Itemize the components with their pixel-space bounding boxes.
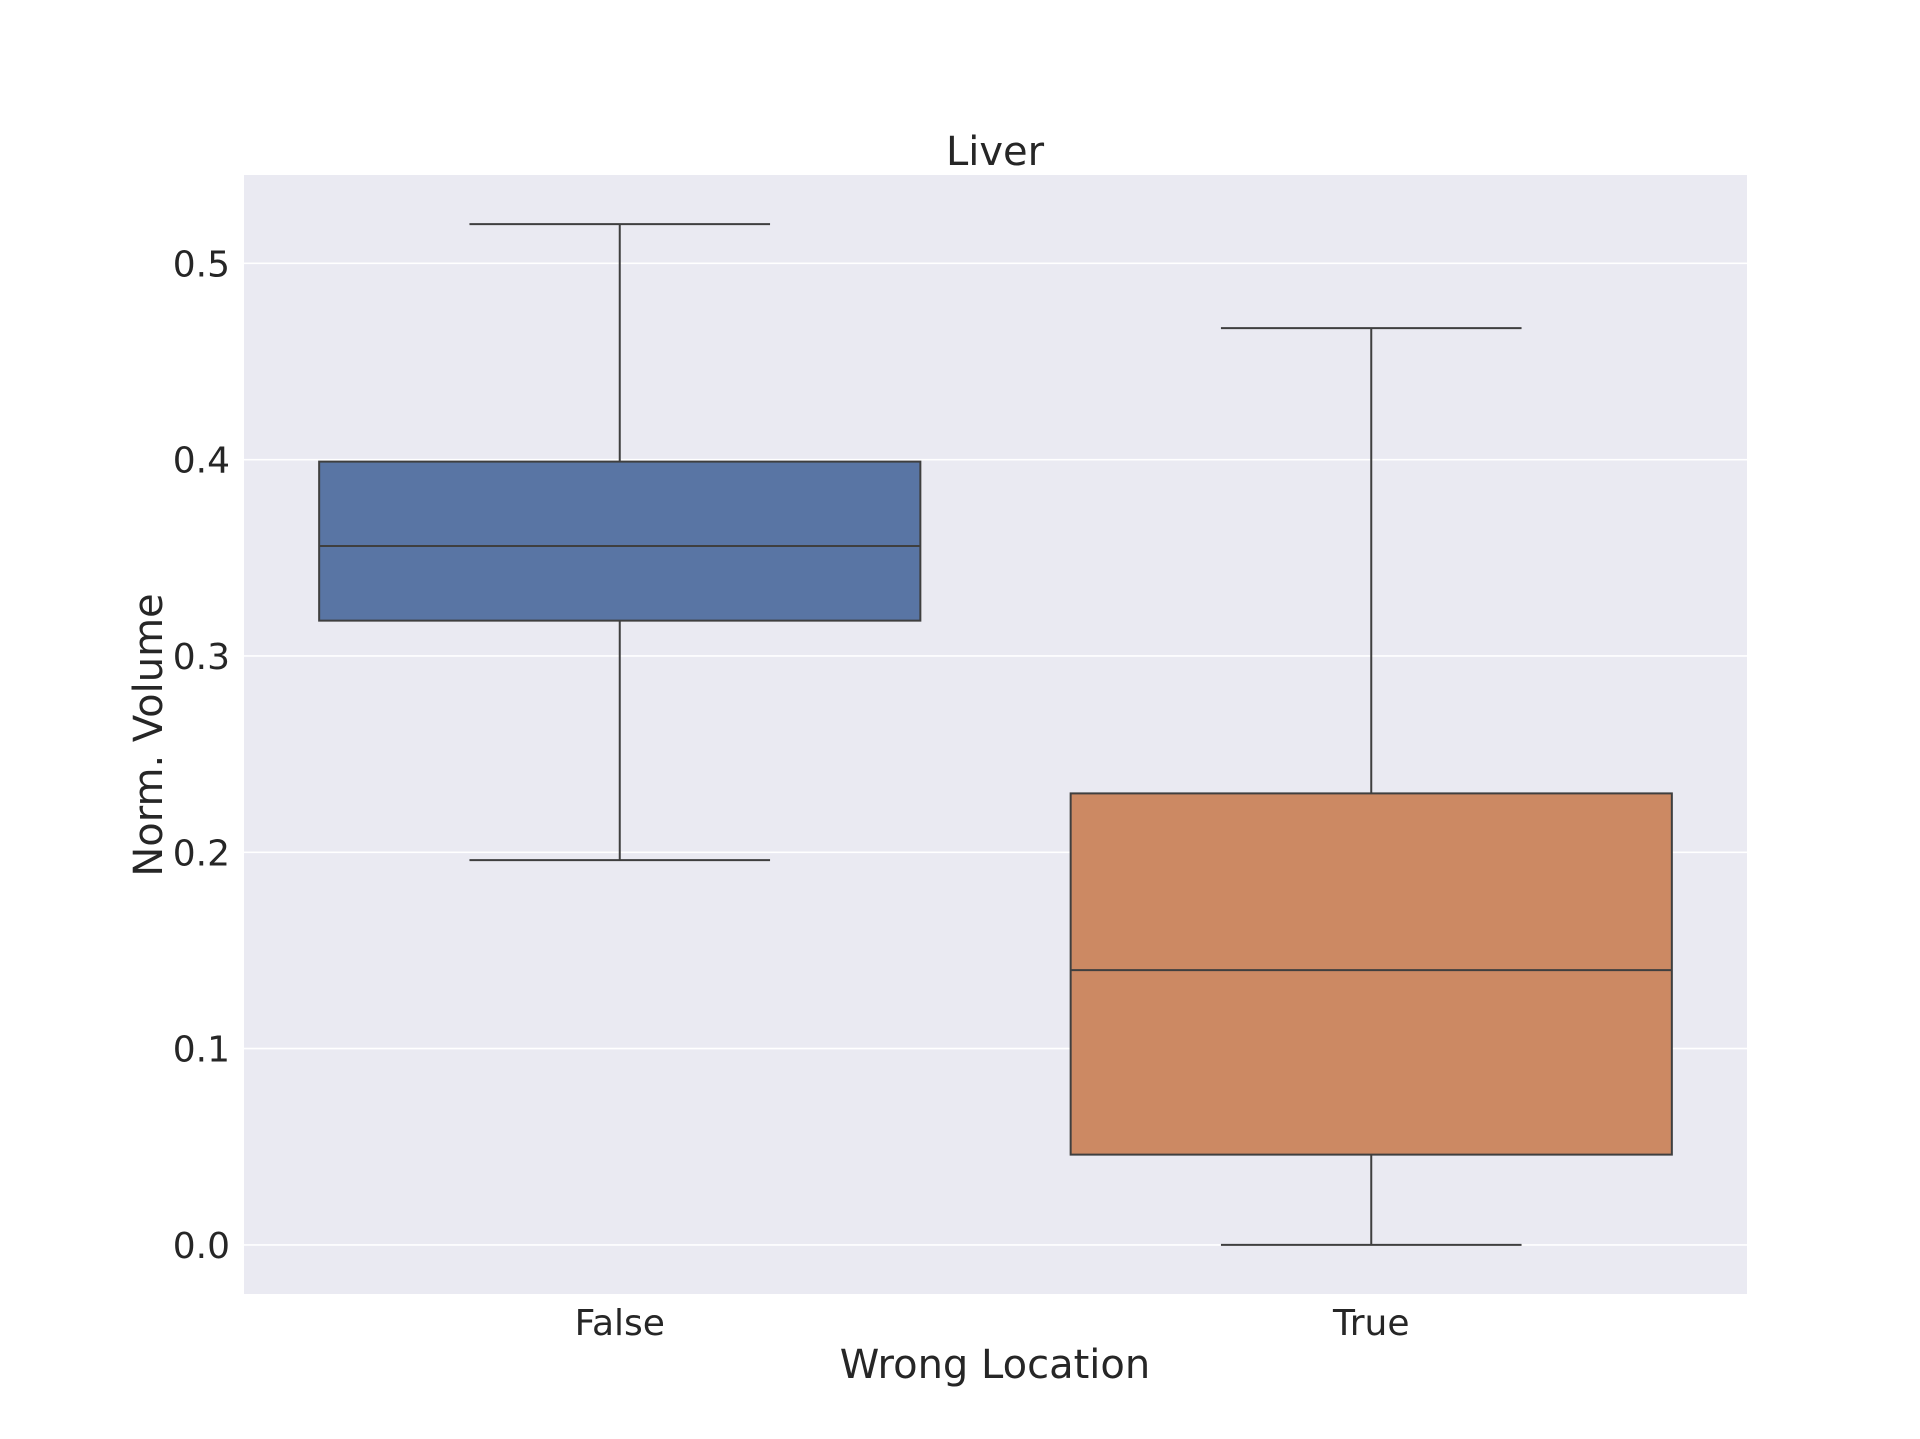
y-tick-label: 0.2	[173, 833, 230, 874]
x-tick-label: True	[1332, 1303, 1409, 1344]
y-tick-labels: 0.0 0.1 0.2 0.3 0.4 0.5	[173, 244, 230, 1267]
y-tick-label: 0.4	[173, 441, 230, 482]
box-true	[1069, 327, 1673, 1246]
y-tick-label: 0.1	[173, 1030, 230, 1071]
box-iqr	[318, 460, 922, 622]
box-iqr	[1069, 792, 1673, 1156]
y-axis-label: Norm. Volume	[126, 593, 172, 876]
x-tick-label: False	[575, 1303, 665, 1344]
x-tick-labels: False True	[575, 1303, 1410, 1344]
boxes-layer	[318, 223, 1673, 1246]
chart-title: Liver	[946, 129, 1045, 175]
x-axis-label: Wrong Location	[840, 1342, 1150, 1388]
y-tick-label: 0.5	[173, 244, 230, 285]
box-false	[318, 223, 922, 862]
y-tick-label: 0.0	[173, 1226, 230, 1267]
y-tick-label: 0.3	[173, 637, 230, 678]
